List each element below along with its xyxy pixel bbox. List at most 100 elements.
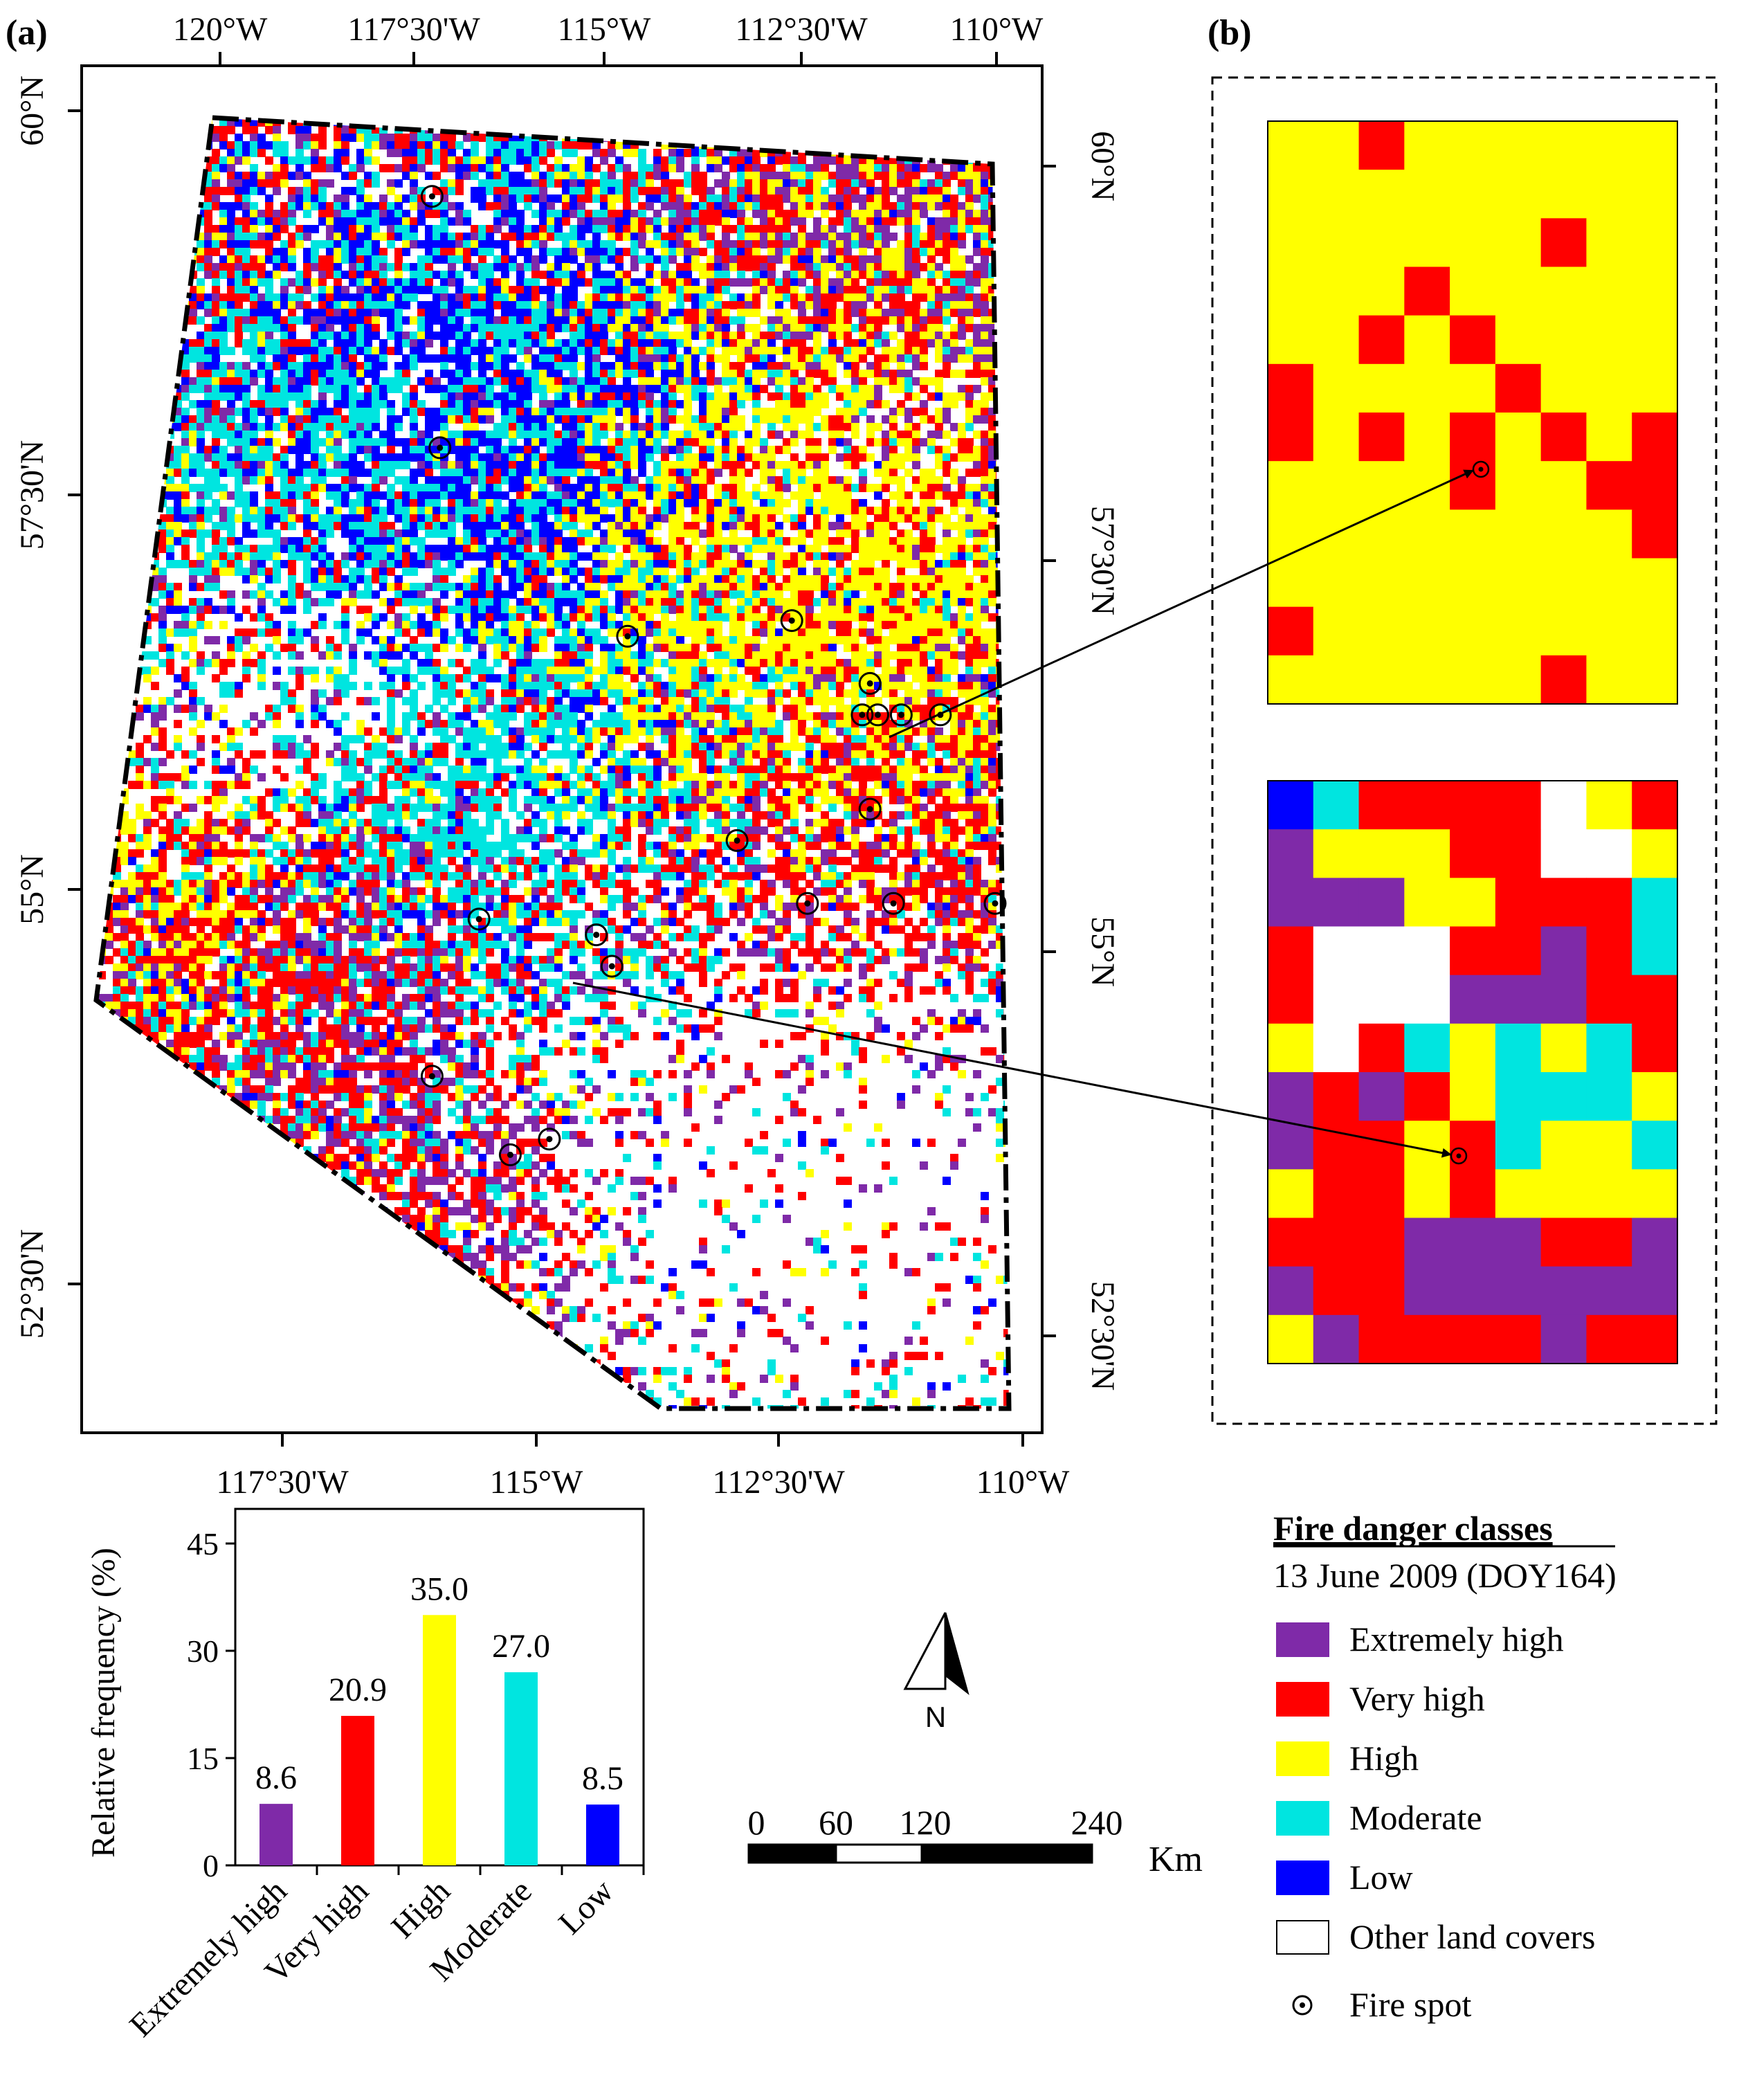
inset-cell: [1450, 315, 1496, 365]
inset-cell: [1268, 975, 1314, 1024]
inset-cell: [1586, 170, 1632, 219]
lat-label-right: 57°30'N: [1084, 506, 1121, 616]
inset-cell: [1268, 1023, 1314, 1073]
inset-cell: [1268, 781, 1314, 830]
inset-cell: [1586, 655, 1632, 704]
inset-cell: [1313, 461, 1360, 510]
inset-cell: [1632, 975, 1677, 1024]
inset-cell: [1540, 1072, 1587, 1121]
chart-value-label: 35.0: [410, 1571, 468, 1607]
north-arrow: N: [903, 1612, 969, 1733]
inset-cell: [1540, 1023, 1587, 1073]
inset-cell: [1540, 1218, 1587, 1267]
inset-cell: [1358, 1023, 1405, 1073]
chart-value-label: 27.0: [492, 1628, 550, 1665]
inset-cell: [1450, 413, 1496, 462]
inset-cell: [1586, 878, 1632, 927]
inset-cell: [1495, 1314, 1542, 1364]
lon-label-bottom: 112°30'W: [712, 1464, 845, 1501]
connector-arrow-bottom: [572, 981, 1452, 1158]
inset-cell: [1586, 1218, 1632, 1267]
inset-panel: [1211, 76, 1718, 1425]
fire-spot-marker: [850, 703, 874, 727]
inset-cell: [1268, 878, 1314, 927]
scale-bar-segment-2: [835, 1843, 923, 1864]
inset-cell: [1358, 1218, 1405, 1267]
inset-cell: [1268, 1314, 1314, 1364]
fire-spot-marker: [882, 891, 905, 915]
inset-cell: [1313, 413, 1360, 462]
inset-cell: [1313, 121, 1360, 170]
legend-swatch: [1276, 1741, 1329, 1776]
fire-spot-marker: [858, 671, 882, 695]
inset-cell: [1540, 829, 1587, 878]
inset-cell: [1313, 926, 1360, 976]
inset-cell: [1632, 1218, 1677, 1267]
lon-label-bottom: 115°W: [490, 1464, 583, 1501]
inset-cell: [1540, 975, 1587, 1024]
inset-cell: [1586, 1314, 1632, 1364]
inset-cell: [1450, 975, 1496, 1024]
inset-cell: [1268, 1218, 1314, 1267]
inset-cell: [1313, 1072, 1360, 1121]
inset-cell: [1313, 315, 1360, 365]
fire-spot-dot: [992, 900, 999, 907]
fire-spot-dot: [866, 806, 873, 813]
lon-label-bottom: 110°W: [976, 1464, 1070, 1501]
inset-cell: [1586, 1169, 1632, 1218]
inset-cell: [1540, 1169, 1587, 1218]
lat-label-right: 55°N: [1084, 916, 1121, 987]
inset-cell: [1404, 315, 1450, 365]
inset-cell: [1450, 509, 1496, 559]
inset-cell: [1358, 1072, 1405, 1121]
inset-cell: [1632, 266, 1677, 316]
inset-cell: [1404, 170, 1450, 219]
inset-cell: [1450, 781, 1496, 830]
inset-cell: [1404, 461, 1450, 510]
inset-cell: [1268, 413, 1314, 462]
inset-cell: [1540, 878, 1587, 927]
top-tick-marks: [219, 52, 998, 66]
inset-cell: [1358, 558, 1405, 608]
fire-spot-dot: [624, 633, 631, 640]
inset-cell: [1404, 1121, 1450, 1170]
inset-cell: [1268, 315, 1314, 365]
inset-cell: [1268, 926, 1314, 976]
inset-cell: [1313, 170, 1360, 219]
north-label: N: [925, 1701, 946, 1733]
fire-spot-dot: [475, 916, 482, 923]
lon-label-top: 112°30'W: [735, 11, 868, 48]
inset-cell: [1404, 1314, 1450, 1364]
inset-cell: [1358, 975, 1405, 1024]
inset-cell: [1268, 829, 1314, 878]
fire-spot-marker: [467, 907, 491, 931]
left-tick-marks: [68, 109, 82, 1285]
inset-cell: [1586, 926, 1632, 976]
inset-cell: [1632, 121, 1677, 170]
inset-cell: [1404, 1072, 1450, 1121]
inset-cell: [1313, 509, 1360, 559]
fire-spot-dot: [875, 712, 881, 718]
lat-label-left: 52°30'N: [14, 1229, 51, 1339]
inset-cell: [1358, 1169, 1405, 1218]
inset-cell: [1404, 781, 1450, 830]
inset-cell: [1268, 170, 1314, 219]
fire-spot-marker: [929, 703, 952, 727]
fire-spot-marker: [866, 703, 889, 727]
inset-cell: [1540, 926, 1587, 976]
fire-spot-dot: [608, 963, 615, 970]
fire-spot-dot: [507, 1151, 513, 1158]
fire-spot-dot: [866, 680, 873, 687]
lat-label-left: 55°N: [14, 854, 51, 925]
inset-cell: [1268, 363, 1314, 413]
inset-cell: [1495, 170, 1542, 219]
lon-label-top: 120°W: [173, 11, 268, 48]
inset-cell: [1450, 363, 1496, 413]
inset-cell: [1450, 121, 1496, 170]
chart-y-axis-label: Relative frequency (%): [85, 1548, 122, 1858]
inset-cell: [1586, 1023, 1632, 1073]
inset-cell: [1268, 558, 1314, 608]
inset-bottom-fire-spot-center: [1456, 1153, 1462, 1159]
scale-unit: Km: [1149, 1840, 1203, 1879]
